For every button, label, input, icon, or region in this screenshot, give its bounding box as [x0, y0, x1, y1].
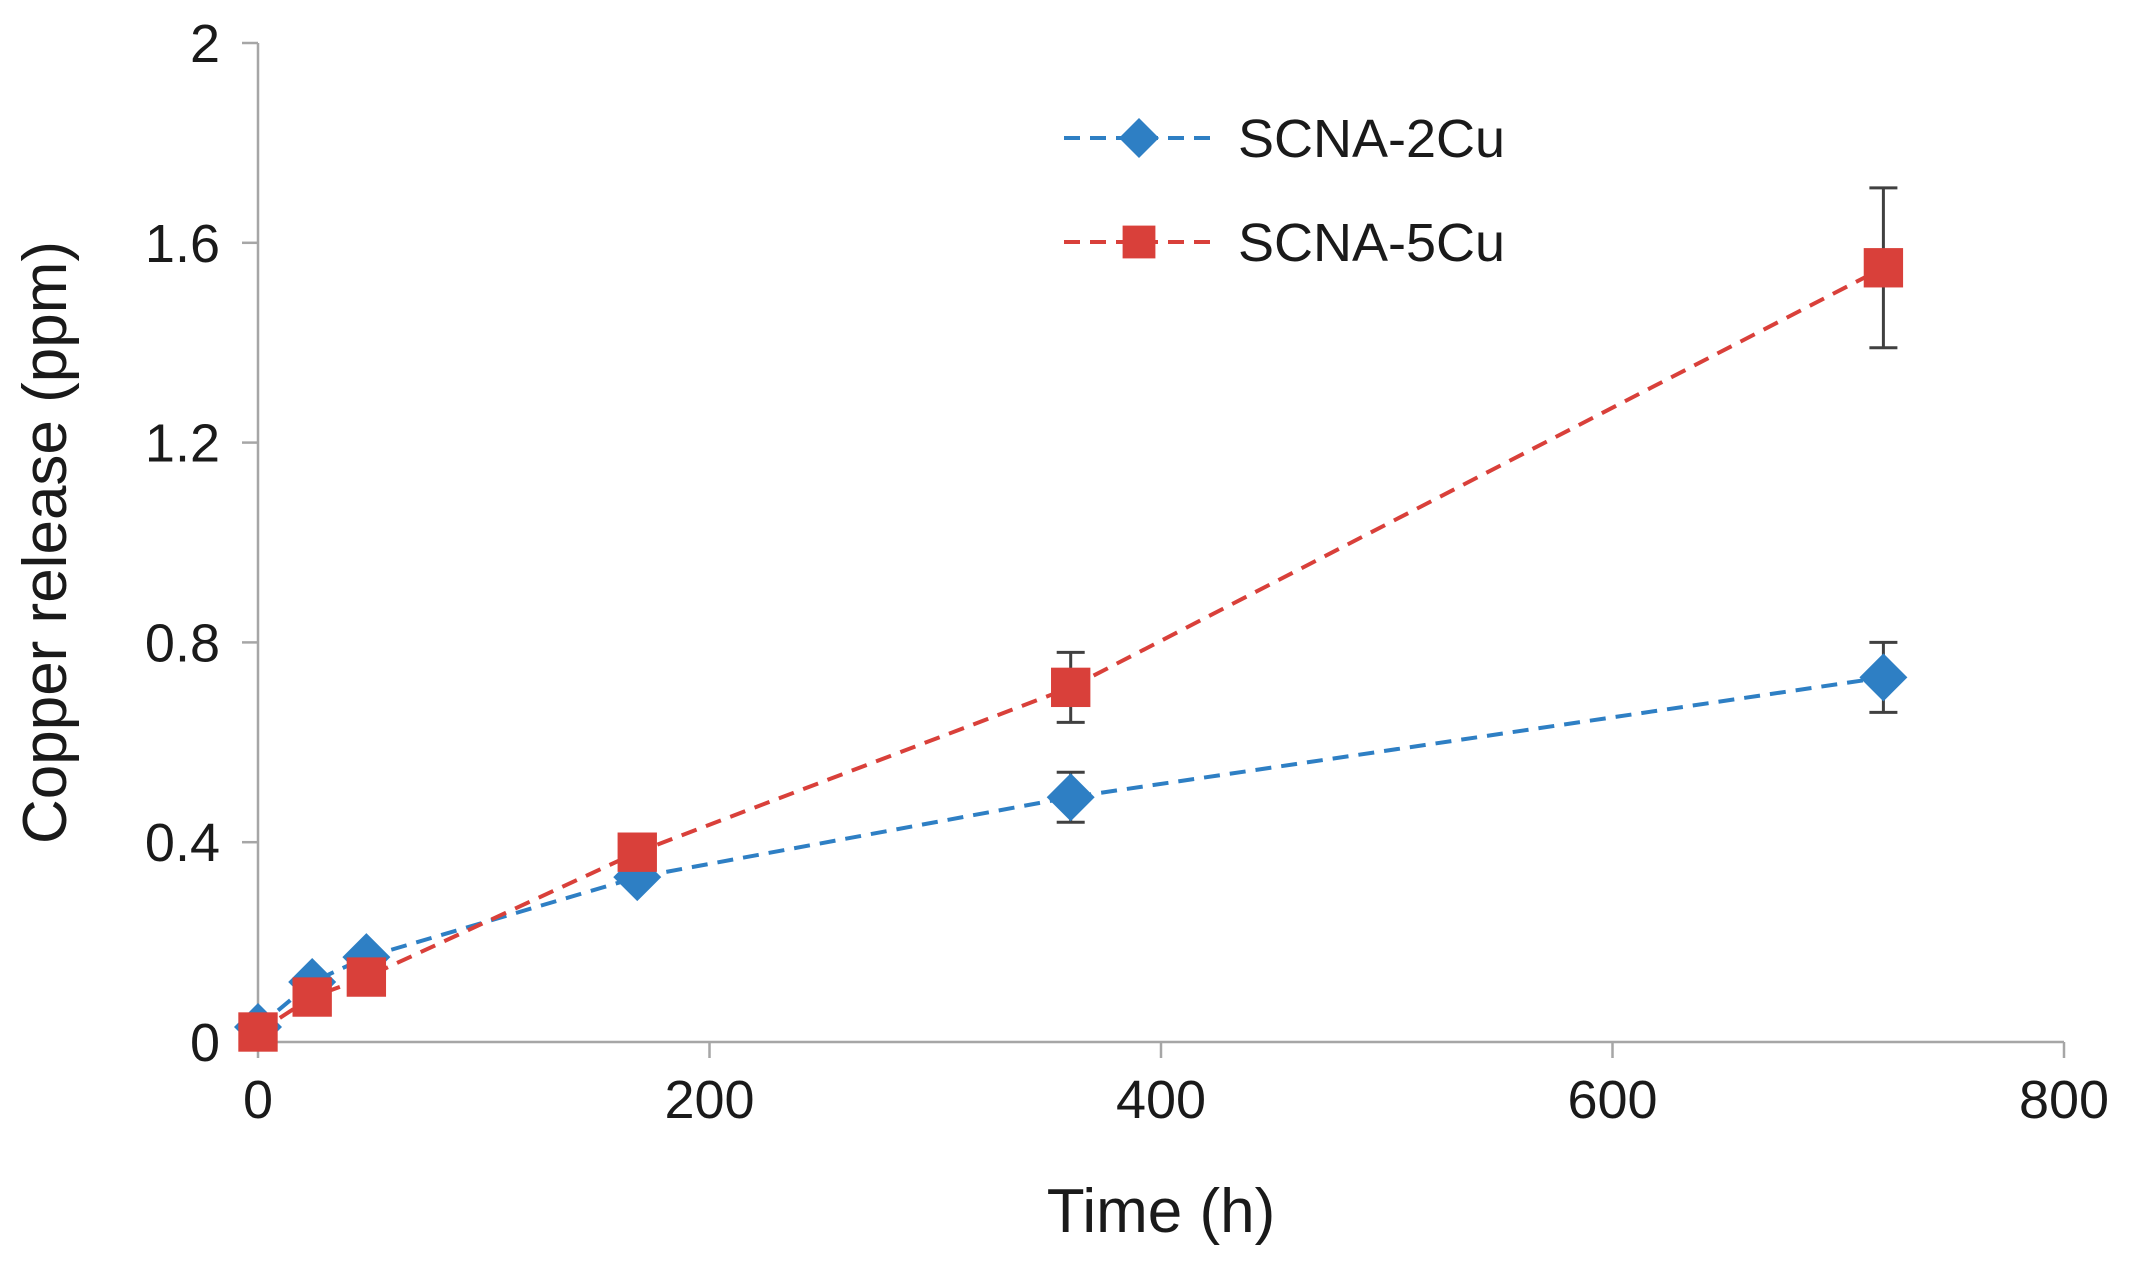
x-tick-label: 0: [243, 1070, 273, 1130]
y-tick-label: 1.6: [145, 214, 220, 274]
axes: [256, 43, 2064, 1044]
y-tick-label: 2: [190, 14, 220, 74]
y-tick-label: 1.2: [145, 414, 220, 474]
legend-label: SCNA-2Cu: [1238, 109, 1505, 169]
data-point: [238, 1012, 278, 1052]
x-tick-label: 400: [1116, 1070, 1206, 1130]
data-point: [1051, 667, 1091, 708]
x-tick-label: 200: [664, 1070, 754, 1130]
ticks: 0 200 400 600 800 0 0.4 0.8 1.2 1.6 2: [145, 14, 2109, 1130]
legend-marker: [1122, 225, 1156, 259]
data-point: [346, 957, 387, 997]
y-tick-label: 0.4: [145, 813, 220, 873]
data-point: [1859, 653, 1908, 702]
x-tick-label: 600: [1567, 1070, 1657, 1130]
legend-item-scna-5cu: SCNA-5Cu: [1064, 213, 1505, 273]
x-axis-title: Time (h): [1047, 1177, 1275, 1246]
data-point: [617, 832, 657, 872]
legend: SCNA-2Cu SCNA-5Cu: [1064, 109, 1505, 273]
y-axis-title: Copper release (ppm): [11, 241, 80, 844]
data-point: [292, 977, 332, 1017]
x-tick-label: 800: [2019, 1070, 2109, 1130]
legend-marker: [1119, 118, 1159, 158]
legend-label: SCNA-5Cu: [1238, 213, 1505, 273]
y-tick-label: 0.8: [145, 613, 220, 673]
data-point: [1046, 773, 1095, 822]
legend-item-scna-2cu: SCNA-2Cu: [1064, 109, 1505, 169]
series-line: [256, 675, 1884, 1029]
series-scna-5cu: [238, 186, 1904, 1052]
y-tick-label: 0: [190, 1013, 220, 1073]
series: [234, 186, 1908, 1052]
data-point: [1863, 248, 1904, 288]
